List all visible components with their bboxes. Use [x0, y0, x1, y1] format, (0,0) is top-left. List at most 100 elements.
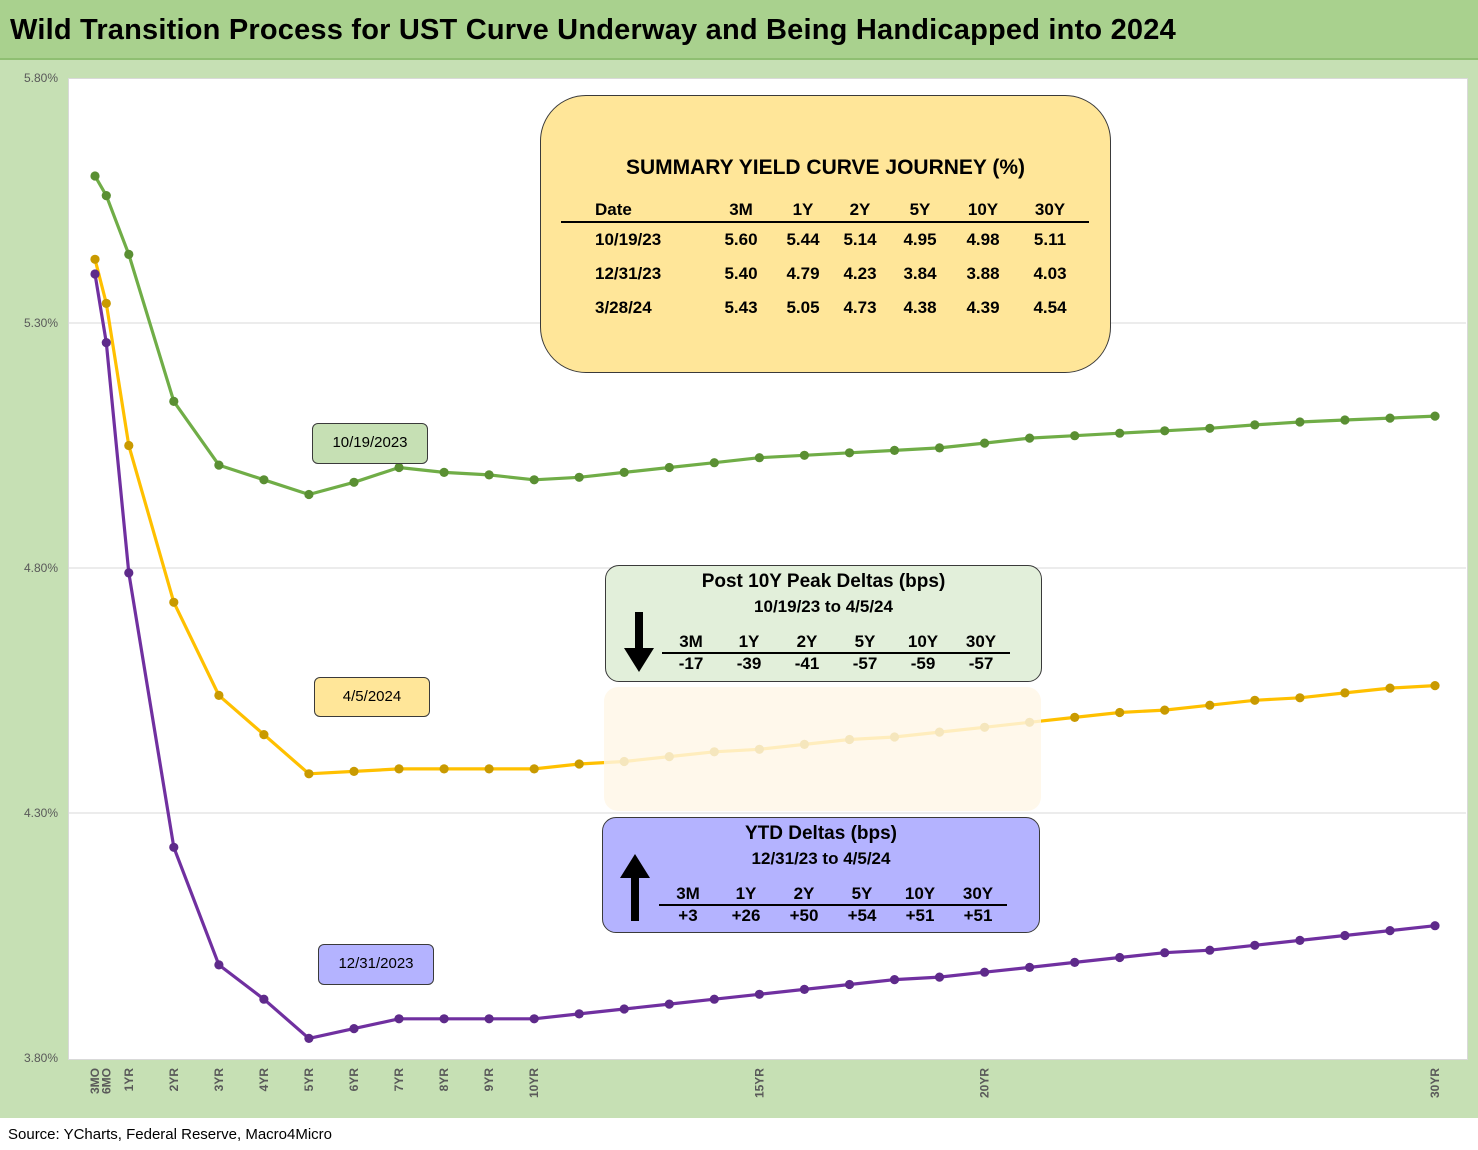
data-point — [1025, 433, 1035, 443]
chart-title: Wild Transition Process for UST Curve Un… — [10, 14, 1176, 46]
data-point — [664, 462, 674, 473]
data-point — [214, 960, 224, 970]
x-tick-label: 3YR — [212, 1068, 226, 1092]
data-point — [754, 989, 765, 999]
series-label-oct: 10/19/2023 — [312, 423, 428, 464]
y-tick-label: 4.30% — [24, 806, 58, 820]
data-point — [349, 477, 359, 487]
summary-cell: 4.95 — [903, 230, 937, 249]
ytd-deltas-subtitle: 12/31/23 to 4/5/24 — [751, 849, 891, 868]
data-point — [1115, 952, 1125, 963]
data-point — [664, 999, 674, 1009]
data-point — [90, 254, 100, 264]
data-point — [439, 467, 449, 477]
summary-header: 1Y — [771, 200, 835, 223]
data-point — [1160, 426, 1170, 436]
delta-header: 10Y — [894, 632, 952, 654]
data-point — [304, 1033, 314, 1043]
data-point — [304, 489, 314, 500]
data-point — [1205, 423, 1215, 433]
data-point — [934, 443, 945, 453]
data-point — [754, 453, 765, 463]
data-point — [101, 191, 111, 201]
summary-cell: 4.73 — [843, 298, 877, 317]
data-point — [101, 298, 111, 308]
delta-value: -57 — [852, 654, 878, 673]
data-point — [1385, 683, 1395, 693]
x-tick-label: 6MO — [99, 1068, 113, 1094]
data-point — [349, 1024, 359, 1034]
summary-header: Date — [561, 200, 711, 223]
summary-cell: 5.60 — [724, 230, 758, 249]
data-point — [1340, 415, 1350, 425]
series-oct — [90, 171, 1440, 500]
summary-cell: 4.23 — [843, 264, 877, 283]
arrow-down-icon — [624, 612, 654, 672]
data-point — [1250, 420, 1260, 430]
peak-deltas-table: 3M 1Y 2Y 5Y 10Y 30Y -17 -39 -41 -57 -59 … — [662, 632, 1010, 674]
summary-cell: 4.39 — [966, 298, 1000, 317]
data-point — [484, 1014, 494, 1024]
data-point — [349, 766, 359, 777]
summary-cell: 4.79 — [786, 264, 820, 283]
ytd-deltas-title: YTD Deltas (bps) — [744, 823, 898, 844]
data-point — [1160, 948, 1170, 958]
data-point — [574, 759, 584, 769]
delta-header: 30Y — [949, 884, 1007, 906]
x-tick-label: 2YR — [167, 1068, 181, 1092]
data-point — [619, 1004, 629, 1014]
series-label-apr: 4/5/2024 — [314, 677, 430, 717]
data-point — [394, 1014, 404, 1024]
data-point — [1250, 940, 1260, 950]
data-point — [1340, 930, 1350, 941]
data-point — [169, 842, 179, 852]
data-point — [259, 475, 269, 485]
data-point — [574, 472, 584, 482]
data-point — [394, 462, 404, 473]
data-point — [574, 1009, 584, 1019]
source-note: Source: YCharts, Federal Reserve, Macro4… — [8, 1126, 333, 1143]
data-point — [889, 445, 900, 455]
delta-value: +3 — [678, 906, 698, 925]
x-tick-label: 7YR — [392, 1068, 406, 1092]
ytd-deltas-box: YTD Deltas (bps) 12/31/23 to 4/5/24 3M 1… — [602, 817, 1040, 933]
delta-value: -39 — [736, 654, 762, 673]
summary-cell: 4.98 — [966, 230, 1000, 249]
data-point — [1070, 431, 1080, 441]
series-label-dec: 12/31/2023 — [318, 944, 434, 985]
data-point — [1295, 417, 1305, 427]
title-bar: Wild Transition Process for UST Curve Un… — [0, 0, 1478, 60]
delta-value: -17 — [678, 654, 704, 673]
data-point — [980, 967, 990, 977]
summary-cell: 3.84 — [903, 264, 937, 283]
summary-cell: 5.11 — [1033, 230, 1067, 249]
delta-header: 3M — [662, 632, 720, 654]
summary-row: 10/19/23 5.60 5.44 5.14 4.95 4.98 5.11 — [561, 222, 1089, 257]
data-point — [619, 467, 629, 477]
delta-value: +54 — [847, 906, 877, 925]
data-point — [259, 994, 269, 1004]
peak-deltas-box: Post 10Y Peak Deltas (bps) 10/19/23 to 4… — [605, 565, 1042, 682]
delta-header: 1Y — [720, 632, 778, 654]
x-tick-label: 30YR — [1428, 1068, 1442, 1098]
data-point — [1115, 707, 1125, 718]
delta-header: 3M — [659, 884, 717, 906]
data-point — [709, 994, 719, 1004]
data-point — [1295, 693, 1305, 703]
x-tick-label: 3MO — [88, 1068, 102, 1094]
summary-header: 10Y — [955, 200, 1011, 223]
data-point — [1430, 921, 1440, 931]
data-point — [799, 450, 810, 460]
summary-header: 2Y — [835, 200, 885, 223]
delta-header: 2Y — [778, 632, 836, 654]
data-point — [529, 764, 539, 774]
data-point — [1430, 411, 1440, 421]
delta-header: 30Y — [952, 632, 1010, 654]
peak-deltas-title: Post 10Y Peak Deltas (bps) — [701, 571, 946, 592]
x-tick-label: 5YR — [302, 1068, 316, 1092]
series-dec — [90, 269, 1440, 1043]
y-axis-ticks: 5.80% 5.30% 4.80% 4.30% 3.80% — [24, 71, 58, 1065]
data-point — [529, 475, 539, 485]
data-point — [169, 597, 179, 607]
